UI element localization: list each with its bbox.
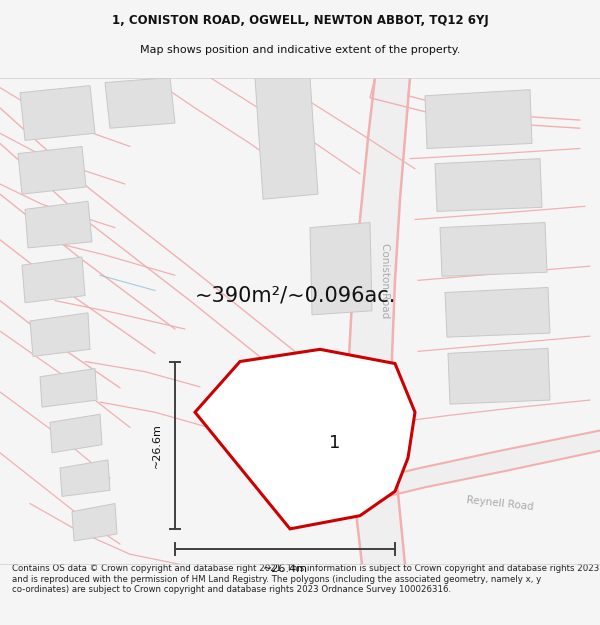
Polygon shape <box>25 201 92 248</box>
Polygon shape <box>448 348 550 404</box>
Polygon shape <box>40 369 97 407</box>
Text: Contains OS data © Crown copyright and database right 2021. This information is : Contains OS data © Crown copyright and d… <box>12 564 599 594</box>
Polygon shape <box>435 159 542 211</box>
Polygon shape <box>310 222 372 315</box>
Polygon shape <box>255 78 318 199</box>
Polygon shape <box>425 89 532 149</box>
Polygon shape <box>355 431 600 504</box>
Polygon shape <box>195 349 415 529</box>
Polygon shape <box>30 313 90 356</box>
Polygon shape <box>60 460 110 496</box>
Polygon shape <box>105 78 175 128</box>
Text: 1, CONISTON ROAD, OGWELL, NEWTON ABBOT, TQ12 6YJ: 1, CONISTON ROAD, OGWELL, NEWTON ABBOT, … <box>112 14 488 27</box>
Polygon shape <box>72 504 117 541</box>
Text: Coniston Road: Coniston Road <box>380 242 390 318</box>
Polygon shape <box>50 414 102 452</box>
Polygon shape <box>20 86 95 141</box>
Polygon shape <box>440 222 547 276</box>
Text: ~390m²/~0.096ac.: ~390m²/~0.096ac. <box>194 286 395 306</box>
Text: Map shows position and indicative extent of the property.: Map shows position and indicative extent… <box>140 45 460 55</box>
Text: ~26.6m: ~26.6m <box>152 422 162 468</box>
Text: Reynell Road: Reynell Road <box>466 495 534 512</box>
Polygon shape <box>18 146 86 194</box>
Text: 1: 1 <box>329 434 341 452</box>
Polygon shape <box>445 288 550 337</box>
Polygon shape <box>22 257 85 302</box>
Polygon shape <box>348 78 410 564</box>
Text: ~26.4m: ~26.4m <box>263 564 308 574</box>
